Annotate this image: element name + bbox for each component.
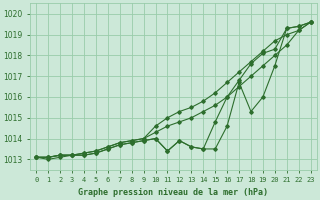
X-axis label: Graphe pression niveau de la mer (hPa): Graphe pression niveau de la mer (hPa) <box>78 188 268 197</box>
